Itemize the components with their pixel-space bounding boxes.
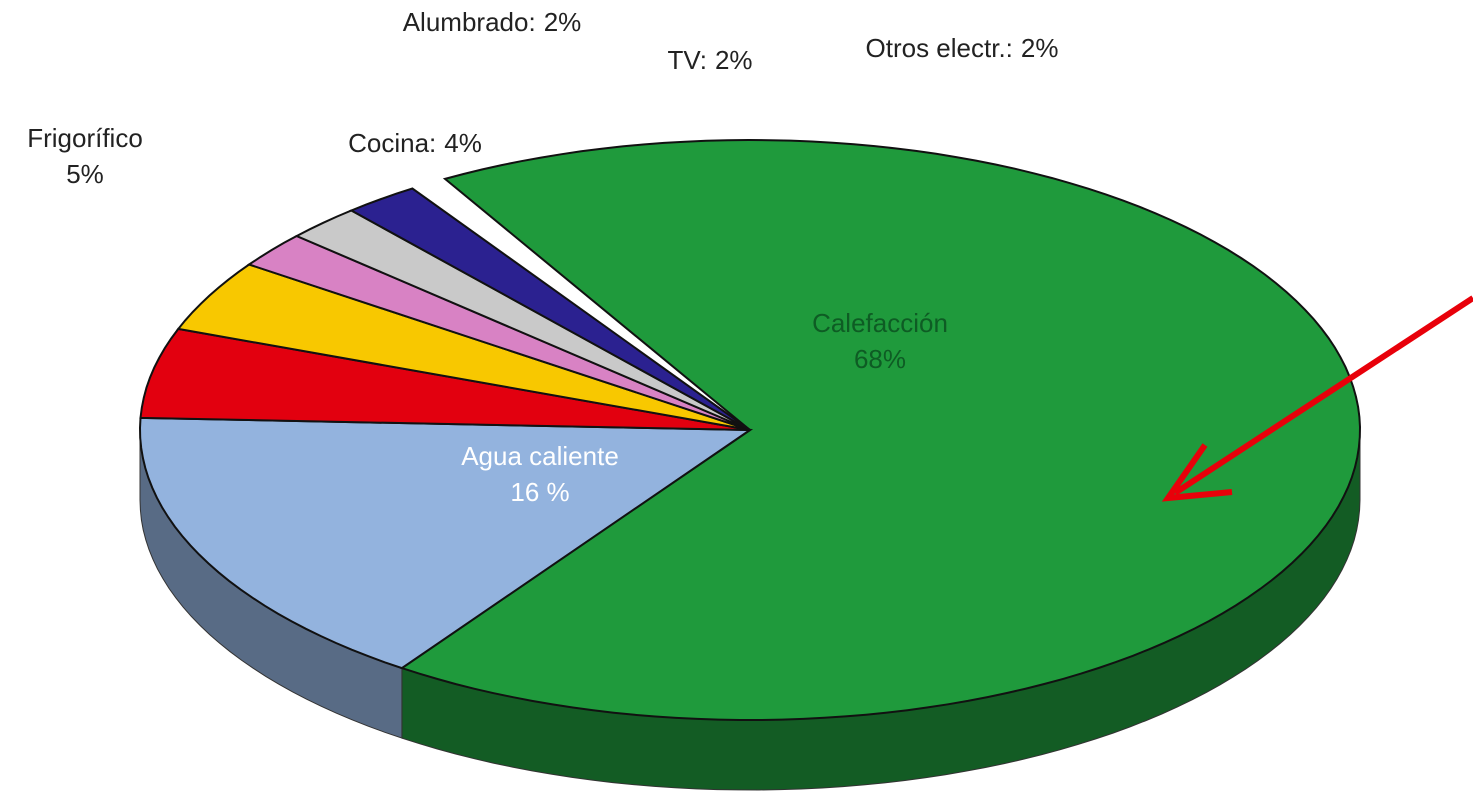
slice xyxy=(139,327,751,431)
value-label: 2% xyxy=(1021,33,1059,63)
slice-label-line: Alumbrado: 2% xyxy=(403,7,582,37)
slice-label-line: Cocina: 4% xyxy=(348,128,482,158)
value-label: 5% xyxy=(66,159,104,189)
slice xyxy=(399,138,1362,721)
slice-label-line: Otros electr.: 2% xyxy=(866,33,1059,63)
value-label: 2% xyxy=(715,45,753,75)
slice-label: Frigorífico xyxy=(27,123,143,153)
value-label: 2% xyxy=(544,7,582,37)
arrow-shaft xyxy=(1173,295,1473,496)
value-label: 16 % xyxy=(510,477,569,507)
slice-label: Cocina: xyxy=(348,128,436,158)
slice xyxy=(349,187,751,431)
slice xyxy=(138,416,754,670)
value-label: 4% xyxy=(444,128,482,158)
slice xyxy=(176,263,751,431)
slice-label-line: TV: 2% xyxy=(667,45,752,75)
slice-label: Agua caliente xyxy=(461,441,619,471)
arrow-head xyxy=(1161,443,1233,502)
value-label: 68% xyxy=(854,344,906,374)
slice-label: Otros electr.: xyxy=(866,33,1013,63)
slice-label: Alumbrado: xyxy=(403,7,536,37)
slice-label: TV: xyxy=(667,45,706,75)
arrow xyxy=(1161,295,1473,502)
slice-label: Calefacción xyxy=(812,308,948,338)
